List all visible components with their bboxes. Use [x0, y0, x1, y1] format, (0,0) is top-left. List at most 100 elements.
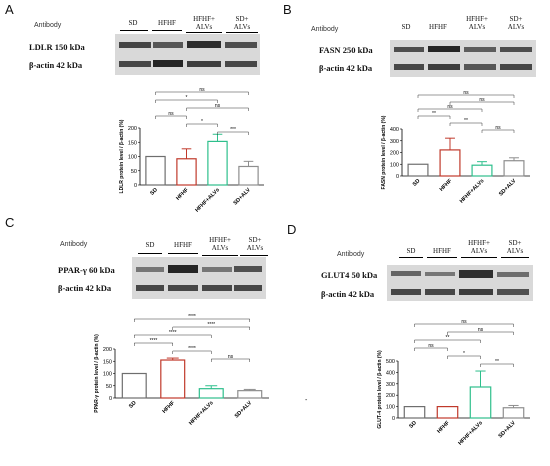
y-tick-label: 100 [128, 155, 137, 161]
band-label-target: LDLR 150 kDa [29, 42, 85, 52]
significance-bracket [414, 339, 481, 343]
group-label-sd: SD [145, 241, 155, 249]
y-tick-label: 400 [386, 370, 395, 376]
western-blot [390, 40, 536, 77]
group-underline [399, 257, 423, 258]
x-tick-label: HFHF [436, 420, 451, 435]
group-label-hfhf-alvs: HFHF+ ALVs [468, 239, 490, 255]
group-label-hfhf-alvs: HFHF+ ALVs [466, 15, 488, 31]
blot-bands [136, 265, 262, 291]
significance-bracket [134, 318, 250, 322]
y-tick-label: 200 [103, 347, 112, 353]
y-tick-label: 500 [386, 359, 395, 365]
significance-bracket [417, 108, 483, 112]
group-label-hfhf-alvs: HFHF+ ALVs [209, 236, 231, 252]
significance-label: ns [478, 327, 484, 333]
x-tick-label: SD [128, 400, 138, 410]
y-axis-label: LDLR protein level / β-actin (%) [119, 119, 125, 193]
significance-bracket [414, 347, 448, 351]
significance-label: ns [215, 103, 221, 109]
y-tick-label: 0 [109, 396, 112, 402]
y-tick-label: 0 [134, 183, 137, 189]
bar [503, 160, 525, 177]
group-underline [427, 257, 457, 258]
bar [502, 407, 525, 419]
x-tick-label: SD [412, 178, 422, 188]
y-tick-label: 200 [390, 151, 399, 157]
group-label-sd: SD [406, 247, 416, 255]
significance-label: ns [461, 319, 467, 325]
significance-label: ns [228, 354, 234, 360]
x-tick-label: SD+ALV [234, 400, 254, 420]
panel-label: D [287, 222, 297, 237]
group-label-sd: SD [401, 23, 411, 31]
panel-label: A [5, 2, 14, 17]
y-tick-label: 150 [103, 359, 112, 365]
western-blot [387, 265, 533, 301]
group-label-hfhf: HFHF [174, 241, 192, 249]
y-tick-label: 50 [131, 169, 137, 175]
x-tick-label: HFHF [162, 400, 177, 415]
band-label-target: FASN 250 kDa [319, 45, 373, 55]
x-tick-label: SD+ALV [498, 178, 518, 198]
y-tick-label: 0 [392, 416, 395, 422]
significance-bracket [447, 355, 481, 359]
y-tick-label: 300 [386, 382, 395, 388]
bar [471, 164, 493, 177]
y-tick-label: 100 [386, 405, 395, 411]
significance-label: ** [464, 118, 468, 124]
x-tick-label: HFHF+ALVs [194, 187, 221, 214]
significance-label: ns [479, 97, 485, 103]
bar [198, 388, 224, 399]
group-label-hfhf: HFHF [158, 19, 176, 27]
x-tick-label: HFHF+ALVs [459, 178, 486, 205]
group-label-hfhf-alvs: HFHF+ ALVs [193, 15, 215, 31]
y-tick-label: 200 [386, 393, 395, 399]
band-label-actin: β-actin 42 kDa [29, 60, 83, 70]
bar [469, 386, 492, 419]
group-underline [120, 30, 148, 31]
bar [436, 406, 459, 419]
y-tick-label: 200 [128, 126, 137, 132]
significance-label: ns [495, 125, 501, 131]
significance-label: **** [169, 330, 177, 336]
group-underline [461, 257, 497, 258]
significance-bracket [217, 131, 249, 135]
group-underline [152, 30, 182, 31]
x-tick-label: SD [408, 420, 418, 430]
panel-b: B Antibody SD HFHF HFHF+ ALVs SD+ ALVs F… [275, 0, 550, 233]
bar [238, 165, 259, 186]
significance-label: **** [207, 322, 215, 328]
significance-bracket [186, 107, 249, 111]
bar [403, 406, 426, 419]
significance-bracket [134, 334, 212, 338]
y-tick-label: 100 [390, 162, 399, 168]
antibody-header: Antibody [34, 22, 62, 29]
group-underline [501, 257, 529, 258]
blot-bands [394, 46, 532, 70]
significance-bracket [417, 115, 451, 119]
significance-label: *** [230, 127, 236, 133]
significance-label: ns [168, 111, 174, 117]
group-label-hfhf: HFHF [433, 247, 451, 255]
y-axis-label: GLUT-4 protein level / β-actin (%) [377, 350, 383, 429]
group-underline [202, 255, 238, 256]
significance-bracket [172, 326, 250, 330]
group-label-sd: SD [128, 19, 138, 27]
significance-label: ns [447, 104, 453, 110]
significance-label: ** [446, 335, 450, 341]
y-axis-label: FASN protein level / β-actin (%) [381, 115, 387, 189]
band-label-target: PPAR-γ 60 kDa [58, 265, 115, 275]
western-blot [115, 34, 260, 75]
significance-bracket [417, 94, 515, 98]
significance-bracket [155, 91, 249, 95]
band-label-actin: β-actin 42 kDa [58, 283, 112, 293]
group-underline [138, 253, 162, 254]
group-underline [226, 32, 258, 33]
group-underline [168, 253, 198, 254]
significance-label: * [201, 119, 203, 125]
antibody-header: Antibody [311, 26, 339, 33]
